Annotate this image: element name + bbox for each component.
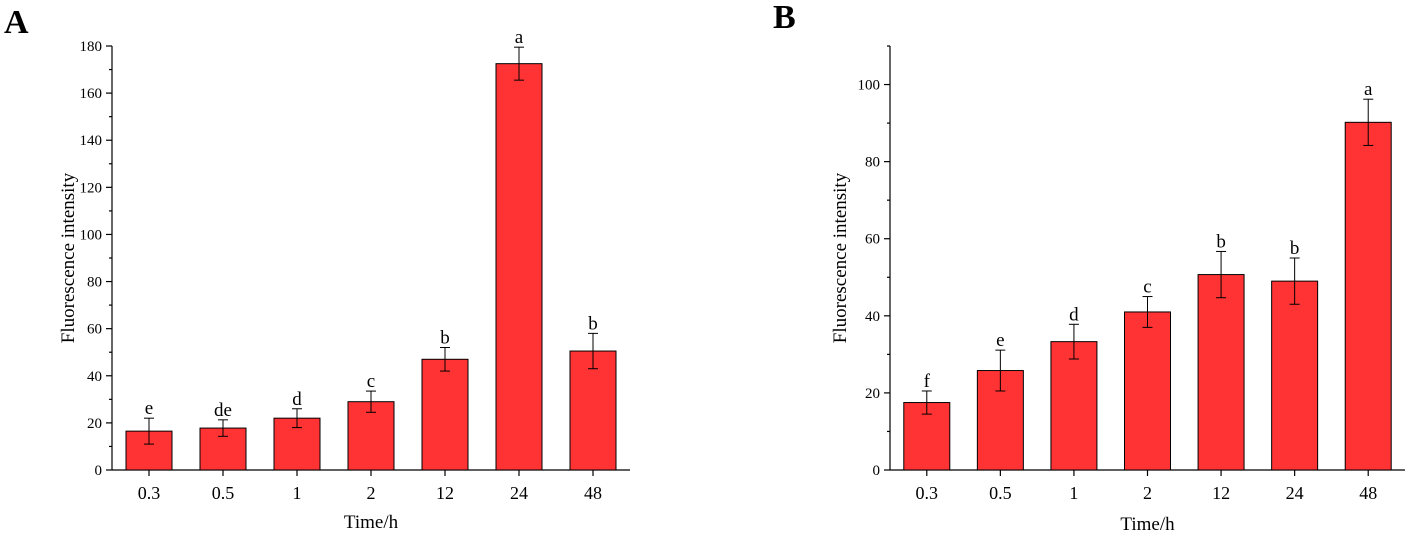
x-tick-label: 0.5 <box>989 483 1012 503</box>
significance-letter: c <box>367 371 375 392</box>
x-tick-label: 24 <box>1286 483 1304 503</box>
y-tick-label: 180 <box>80 39 103 55</box>
y-tick-label: 20 <box>87 416 102 432</box>
y-tick-label: 120 <box>80 180 103 196</box>
x-tick-label: 2 <box>367 483 376 503</box>
significance-letter: d <box>292 389 302 410</box>
y-tick-label: 40 <box>865 309 880 325</box>
significance-letter: b <box>1216 231 1226 252</box>
bar <box>1344 121 1392 471</box>
x-tick-label: 0.5 <box>212 483 235 503</box>
x-tick-label: 12 <box>1212 483 1230 503</box>
panel-label: B <box>773 0 796 36</box>
y-tick-label: 40 <box>87 369 102 385</box>
y-tick-label: 80 <box>865 155 880 171</box>
bar <box>1271 280 1319 471</box>
bar-chart-panel-a: 0 20 40 60 80 100 120 140 160 180 0.3 e 0.5 de 1 d 2 c 12 b… <box>58 27 630 533</box>
y-tick-label: 0 <box>873 463 881 479</box>
significance-letter: a <box>515 27 524 48</box>
x-axis-label: Time/h <box>344 512 399 533</box>
bar <box>347 401 395 471</box>
x-tick-label: 2 <box>1143 483 1152 503</box>
bar <box>569 350 617 471</box>
significance-letter: c <box>1143 277 1151 298</box>
y-tick-label: 0 <box>95 463 103 479</box>
x-tick-label: 0.3 <box>138 483 161 503</box>
significance-letter: e <box>145 398 153 419</box>
bar <box>421 358 469 471</box>
bar <box>1197 274 1245 471</box>
x-tick-label: 48 <box>584 483 602 503</box>
x-axis-label: Time/h <box>1120 514 1175 535</box>
y-tick-label: 60 <box>865 232 880 248</box>
panel-label: A <box>4 4 29 41</box>
y-tick-label: 100 <box>858 78 881 94</box>
significance-letter: a <box>1364 79 1373 100</box>
significance-letter: f <box>924 371 931 392</box>
significance-letter: de <box>214 400 232 421</box>
significance-letter: d <box>1069 304 1079 325</box>
bar <box>495 63 543 471</box>
y-tick-label: 60 <box>87 322 102 338</box>
y-tick-label: 80 <box>87 275 102 291</box>
bar <box>1050 341 1098 471</box>
bar <box>1124 311 1171 471</box>
y-axis-label: Fluorescence intensity <box>58 172 79 343</box>
bar-chart-panel-b: 0 20 40 60 80 100 0.3 f 0.5 e 1 d 2 c 12 b 24 b 48 a Time/h F… <box>830 45 1405 535</box>
significance-letter: e <box>996 330 1004 351</box>
x-tick-label: 24 <box>510 483 528 503</box>
significance-letter: b <box>1290 238 1300 259</box>
y-tick-label: 100 <box>80 227 103 243</box>
x-tick-label: 12 <box>436 483 454 503</box>
y-axis-label: Fluorescence intensity <box>830 172 851 343</box>
y-tick-label: 140 <box>80 133 103 149</box>
x-tick-label: 48 <box>1359 483 1377 503</box>
x-tick-label: 1 <box>1069 483 1078 503</box>
y-tick-label: 160 <box>80 86 103 102</box>
x-tick-label: 0.3 <box>916 483 939 503</box>
significance-letter: b <box>588 313 598 334</box>
significance-letter: b <box>440 328 450 349</box>
y-tick-label: 20 <box>865 386 880 402</box>
x-tick-label: 1 <box>293 483 302 503</box>
